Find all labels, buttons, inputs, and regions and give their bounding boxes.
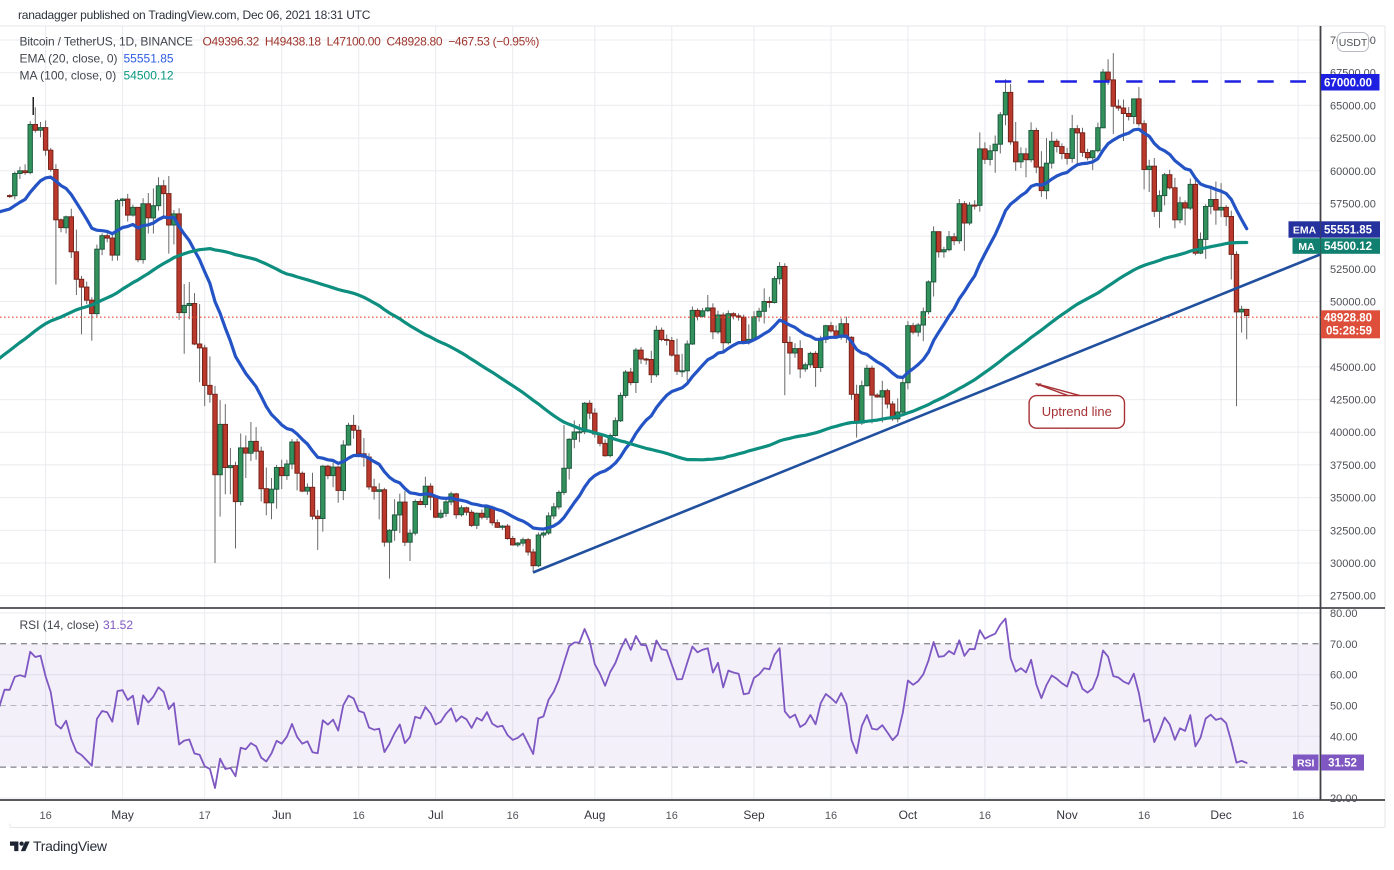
svg-text:MA (100, close, 0): MA (100, close, 0)	[20, 69, 117, 83]
svg-text:05:28:59: 05:28:59	[1326, 325, 1372, 337]
svg-text:O49396.32 H49438.18 L47100.0: O49396.32 H49438.18 L47100.00 C48928.80 …	[203, 35, 540, 49]
svg-text:Jun: Jun	[272, 808, 291, 822]
svg-text:50.00: 50.00	[1330, 701, 1358, 713]
svg-text:17: 17	[199, 810, 211, 822]
svg-text:Aug: Aug	[584, 808, 605, 822]
svg-text:EMA (20, close, 0): EMA (20, close, 0)	[20, 52, 118, 66]
svg-text:20.00: 20.00	[1330, 793, 1358, 805]
svg-text:55551.85: 55551.85	[124, 52, 174, 66]
svg-text:16: 16	[39, 810, 51, 822]
svg-text:57500.00: 57500.00	[1330, 198, 1376, 210]
svg-text:Nov: Nov	[1056, 808, 1077, 822]
svg-text:TradingView: TradingView	[33, 838, 108, 854]
svg-text:ranadagger published on Tradin: ranadagger published on TradingView.com,…	[18, 8, 371, 22]
svg-text:RSI: RSI	[1297, 758, 1315, 770]
svg-text:65000.00: 65000.00	[1330, 100, 1376, 112]
svg-text:48928.80: 48928.80	[1324, 312, 1372, 324]
svg-text:31.52: 31.52	[103, 618, 133, 632]
svg-text:60.00: 60.00	[1330, 670, 1358, 682]
svg-text:16: 16	[353, 810, 365, 822]
svg-text:40.00: 40.00	[1330, 731, 1358, 743]
svg-text:Jul: Jul	[428, 808, 443, 822]
svg-text:70.00: 70.00	[1330, 639, 1358, 651]
svg-text:16: 16	[979, 810, 991, 822]
svg-text:62500.00: 62500.00	[1330, 133, 1376, 145]
svg-text:27500.00: 27500.00	[1330, 591, 1376, 603]
svg-text:40000.00: 40000.00	[1330, 427, 1376, 439]
svg-text:16: 16	[825, 810, 837, 822]
svg-text:USDT: USDT	[1339, 37, 1368, 49]
svg-text:50000.00: 50000.00	[1330, 297, 1376, 309]
svg-text:Uptrend line: Uptrend line	[1042, 404, 1112, 419]
svg-text:Bitcoin / TetherUS, 1D, BINANC: Bitcoin / TetherUS, 1D, BINANCE	[20, 35, 193, 49]
svg-text:16: 16	[1138, 810, 1150, 822]
svg-text:Dec: Dec	[1210, 808, 1231, 822]
svg-text:RSI (14, close): RSI (14, close)	[20, 618, 99, 632]
svg-text:16: 16	[1292, 810, 1304, 822]
svg-text:42500.00: 42500.00	[1330, 395, 1376, 407]
svg-text:Sep: Sep	[743, 808, 765, 822]
svg-text:67000.00: 67000.00	[1324, 78, 1372, 90]
svg-text:37500.00: 37500.00	[1330, 460, 1376, 472]
svg-text:55551.85: 55551.85	[1324, 224, 1373, 236]
svg-text:54500.12: 54500.12	[1324, 241, 1372, 253]
svg-text:80.00: 80.00	[1330, 608, 1358, 620]
svg-text:45000.00: 45000.00	[1330, 362, 1376, 374]
svg-text:60000.00: 60000.00	[1330, 166, 1376, 178]
svg-text:May: May	[111, 808, 134, 822]
svg-text:MA: MA	[1298, 241, 1315, 253]
svg-text:16: 16	[666, 810, 678, 822]
svg-text:31.52: 31.52	[1328, 758, 1357, 770]
svg-text:54500.12: 54500.12	[124, 69, 174, 83]
svg-text:35000.00: 35000.00	[1330, 493, 1376, 505]
svg-text:16: 16	[507, 810, 519, 822]
svg-text:32500.00: 32500.00	[1330, 525, 1376, 537]
svg-text:EMA: EMA	[1293, 224, 1317, 236]
svg-text:52500.00: 52500.00	[1330, 264, 1376, 276]
svg-text:30000.00: 30000.00	[1330, 558, 1376, 570]
svg-text:Oct: Oct	[899, 808, 918, 822]
